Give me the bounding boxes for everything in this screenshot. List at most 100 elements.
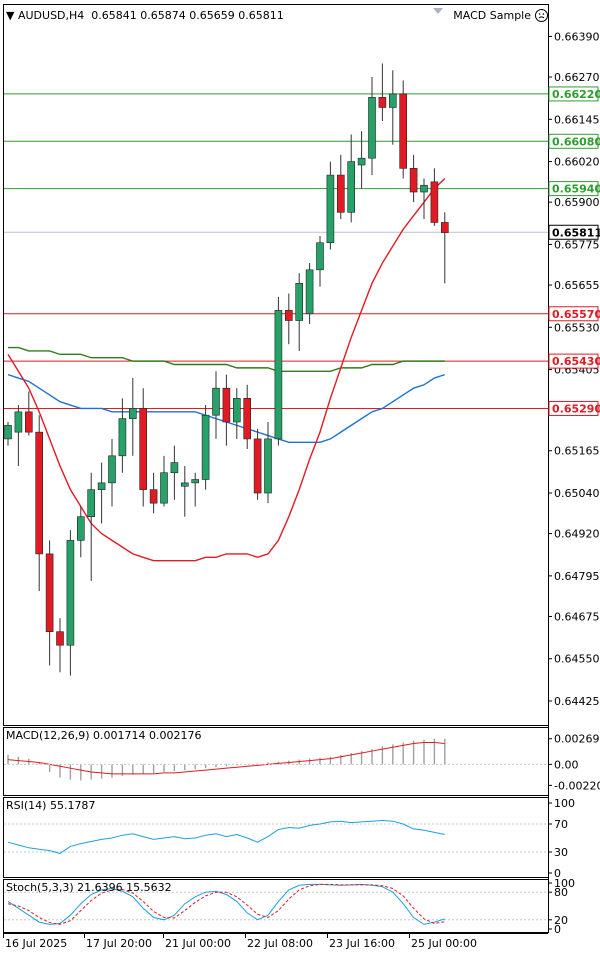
price-tick-label: 0.64550: [554, 653, 600, 666]
stoch-tick-label: 80: [554, 886, 568, 899]
ohlc-values: 0.65841 0.65874 0.65659 0.65811: [91, 9, 284, 22]
dropdown-triangle-icon[interactable]: ▼: [6, 9, 15, 22]
level-tag: [548, 133, 599, 149]
candle-bull: [274, 310, 283, 440]
candle-bull: [347, 161, 356, 213]
price-tick-label: 0.66270: [554, 71, 600, 84]
level-label: 0.66080: [552, 135, 600, 148]
candle-bull: [160, 472, 168, 504]
time-tick-label: 22 Jul 08:00: [247, 937, 313, 950]
candle-bull: [87, 489, 95, 517]
price-tick-label: 0.64675: [554, 610, 600, 623]
candle-bear: [253, 438, 262, 494]
candle-bull: [420, 184, 428, 193]
price-tick-label: 0.65165: [554, 445, 600, 458]
price-tick-label: 0.65900: [554, 196, 600, 209]
level-label: 0.65570: [552, 308, 600, 321]
candle-bear: [284, 310, 293, 321]
current-price-tag: [548, 224, 599, 240]
price-tick-label: 0.64425: [554, 695, 600, 708]
ma-fast-line: [7, 177, 446, 562]
stoch-tick-label: 0: [554, 923, 561, 936]
price-tick-label: 0.64920: [554, 528, 600, 541]
expert-name: MACD Sample: [453, 9, 531, 22]
price-tick-label: 0.65530: [554, 321, 600, 334]
rsi-tick-label: 100: [554, 797, 575, 810]
candle-bull: [212, 387, 220, 416]
candle-bear: [149, 489, 158, 504]
time-tick-label: 16 Jul 2025: [5, 937, 67, 950]
level-tag: [548, 306, 599, 322]
candle-bear: [222, 387, 231, 423]
price-tick-label: 0.66145: [554, 113, 600, 126]
candle-bull: [233, 398, 241, 423]
macd-tick-label: 0.00: [554, 758, 579, 771]
candle-bull: [118, 418, 127, 457]
candle-bull: [129, 408, 137, 419]
candle-bull: [295, 283, 304, 321]
candle-bear: [45, 553, 54, 632]
price-tick-label: 0.66020: [554, 156, 600, 169]
level-tag: [548, 400, 599, 416]
stoch-label: Stoch(5,3,3) 21.6396 15.5632: [6, 881, 172, 894]
stoch-tick-label: 100: [554, 877, 575, 890]
expert-advisor-indicator[interactable]: MACD Sample: [453, 9, 548, 22]
ma-slow-line: [8, 346, 445, 372]
candle-bull: [357, 157, 366, 166]
symbol-label: AUDUSD,H4: [17, 9, 85, 22]
rsi-tick-label: 30: [554, 846, 568, 859]
time-tick-label: 21 Jul 00:00: [165, 937, 231, 950]
candle-bull: [264, 438, 272, 494]
level-tag: [548, 181, 599, 197]
candle-bear: [35, 431, 44, 555]
level-label: 0.65290: [552, 402, 600, 415]
candle-bull: [326, 174, 335, 244]
price-tick-label: 0.65040: [554, 487, 600, 500]
stoch-tick-label: 20: [554, 914, 568, 927]
candle-bear: [243, 398, 251, 440]
candle-bull: [97, 482, 106, 490]
chart-header: ▼ AUDUSD,H4 0.65841 0.65874 0.65659 0.65…: [6, 9, 284, 22]
level-label: 0.65940: [552, 183, 600, 196]
macd-label: MACD(12,26,9) 0.001714 0.002176: [6, 729, 202, 742]
candle-bear: [430, 181, 439, 223]
level-label: 0.65430: [552, 355, 600, 368]
candle-bear: [139, 408, 147, 490]
frown-face-icon: [535, 9, 548, 22]
time-tick-label: 25 Jul 00:00: [411, 937, 477, 950]
candle-bull: [170, 462, 179, 474]
candle-bear: [378, 97, 387, 108]
level-label: 0.66220: [552, 88, 600, 101]
candle-bull: [305, 269, 314, 315]
candle-bull: [66, 540, 75, 646]
candle-bull: [201, 414, 210, 480]
rsi-line: [7, 819, 445, 854]
candle-bull: [316, 242, 324, 271]
price-tick-label: 0.65655: [554, 279, 600, 292]
rsi-tick-label: 0: [554, 867, 561, 880]
rsi-tick-label: 70: [554, 818, 568, 831]
candle-bear: [409, 168, 418, 193]
time-tick-label: 23 Jul 16:00: [329, 937, 395, 950]
candle-bull: [181, 482, 189, 487]
rsi-label: RSI(14) 55.1787: [6, 799, 96, 812]
scroll-marker-triangle-icon: [433, 8, 443, 14]
price-tick-label: 0.64795: [554, 570, 600, 583]
price-tick-label: 0.66390: [554, 30, 600, 43]
candle-bear: [336, 174, 345, 213]
level-tag: [548, 86, 599, 102]
candle-bull: [77, 516, 85, 541]
level-tag: [548, 353, 599, 369]
candle-bear: [399, 93, 408, 169]
candle-bull: [108, 455, 116, 484]
candle-bull: [14, 411, 23, 433]
candle-bull: [4, 425, 12, 440]
candle-bear: [24, 411, 33, 433]
candle-bear: [56, 631, 64, 646]
current-price-label: 0.65811: [552, 226, 600, 239]
candle-bull: [191, 479, 199, 484]
stoch-signal-line: [7, 883, 445, 925]
candle-bull: [368, 97, 376, 159]
time-tick-label: 17 Jul 20:00: [86, 937, 152, 950]
